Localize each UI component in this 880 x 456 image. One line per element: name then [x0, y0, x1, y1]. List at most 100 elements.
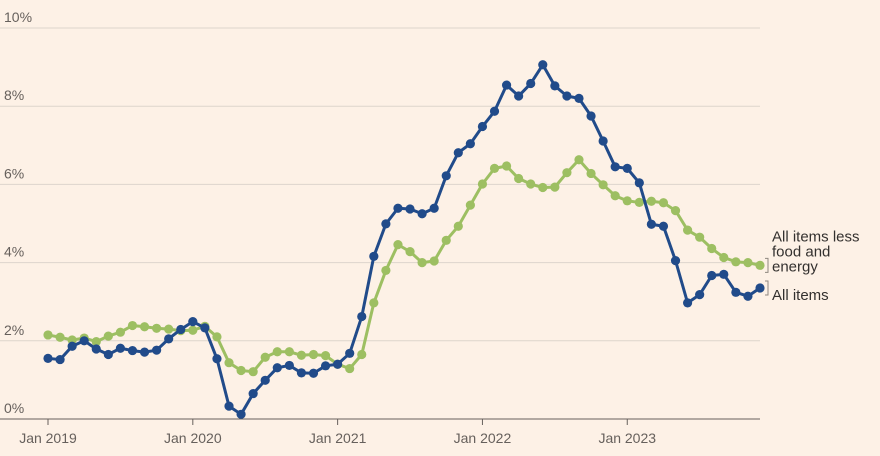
data-point: [381, 265, 391, 276]
data-point: [755, 283, 765, 293]
data-point: [91, 336, 101, 347]
data-point: [333, 359, 343, 369]
data-point: [731, 257, 741, 267]
data-point: [622, 163, 632, 173]
data-point: [586, 111, 596, 121]
data-point: [67, 341, 77, 351]
data-point: [465, 200, 475, 210]
data-point: [212, 332, 222, 342]
series-layer: [43, 60, 765, 419]
data-point: [320, 361, 331, 371]
data-point: [296, 368, 307, 378]
data-point: [658, 221, 669, 231]
x-tick-label: Jan 2023: [598, 430, 656, 446]
data-point: [755, 260, 765, 270]
data-point: [586, 168, 596, 179]
series-line: [47, 158, 761, 374]
data-point: [658, 198, 669, 208]
data-point: [574, 155, 584, 165]
data-point: [357, 311, 367, 322]
data-point: [429, 256, 439, 266]
data-point: [164, 324, 174, 334]
data-point: [646, 219, 656, 229]
data-point: [610, 162, 620, 172]
y-tick-label: 10%: [4, 9, 32, 25]
data-point: [441, 235, 451, 245]
data-point: [719, 252, 729, 263]
data-point: [489, 163, 500, 173]
y-tick-label: 4%: [4, 244, 24, 260]
data-point: [55, 354, 65, 365]
data-point: [526, 78, 536, 89]
data-point: [501, 80, 512, 90]
data-point: [477, 179, 488, 189]
data-point: [477, 121, 488, 132]
data-point: [429, 203, 439, 213]
data-point: [176, 324, 186, 335]
series-all-items: [43, 60, 765, 419]
data-point: [417, 209, 427, 219]
data-point: [574, 93, 584, 103]
data-point: [405, 247, 415, 257]
data-point: [550, 81, 560, 91]
data-point: [236, 409, 246, 419]
y-tick-label: 6%: [4, 165, 24, 181]
y-tick-label: 0%: [4, 400, 24, 416]
data-point: [55, 332, 65, 342]
data-point: [695, 290, 705, 300]
data-point: [43, 330, 53, 340]
data-point: [743, 258, 753, 268]
data-point: [550, 182, 560, 192]
x-tick-label: Jan 2021: [309, 430, 367, 446]
data-point: [284, 347, 294, 357]
data-point: [357, 349, 367, 360]
data-point: [224, 401, 234, 411]
legend-bracket: [765, 280, 769, 296]
data-point: [598, 180, 608, 190]
data-point: [272, 363, 282, 373]
data-point: [79, 336, 89, 346]
data-point: [695, 232, 705, 242]
data-point: [634, 178, 644, 188]
data-point: [200, 323, 210, 333]
data-point: [320, 351, 331, 361]
data-point: [670, 256, 681, 266]
data-point: [236, 365, 246, 376]
data-point: [707, 270, 717, 281]
data-point: [453, 221, 463, 231]
data-point: [526, 179, 536, 189]
legend-label: food and: [772, 243, 830, 260]
series-line: [47, 63, 761, 416]
data-point: [103, 331, 113, 341]
data-point: [622, 196, 632, 206]
y-tick-label: 2%: [4, 322, 24, 338]
data-point: [562, 168, 572, 178]
data-point: [707, 243, 717, 254]
data-point: [381, 219, 391, 229]
data-point: [188, 317, 198, 327]
data-point: [719, 269, 729, 279]
data-point: [441, 171, 451, 181]
y-axis: 0% 2% 4% 6% 8% 10%: [4, 9, 32, 416]
data-point: [393, 240, 403, 250]
data-point: [248, 388, 258, 399]
grid-lines: [0, 27, 760, 420]
data-point: [345, 348, 355, 358]
data-point: [501, 161, 512, 171]
data-point: [465, 139, 475, 149]
data-point: [43, 353, 53, 363]
data-point: [670, 205, 681, 216]
data-point: [308, 349, 319, 360]
data-point: [743, 291, 753, 301]
legend-label: All items: [772, 287, 829, 304]
data-point: [139, 322, 150, 332]
data-point: [127, 345, 138, 356]
x-tick-label: Jan 2022: [454, 430, 512, 446]
data-point: [562, 91, 572, 101]
data-point: [453, 148, 463, 158]
data-point: [610, 191, 620, 201]
data-point: [152, 345, 162, 355]
data-point: [91, 344, 101, 354]
